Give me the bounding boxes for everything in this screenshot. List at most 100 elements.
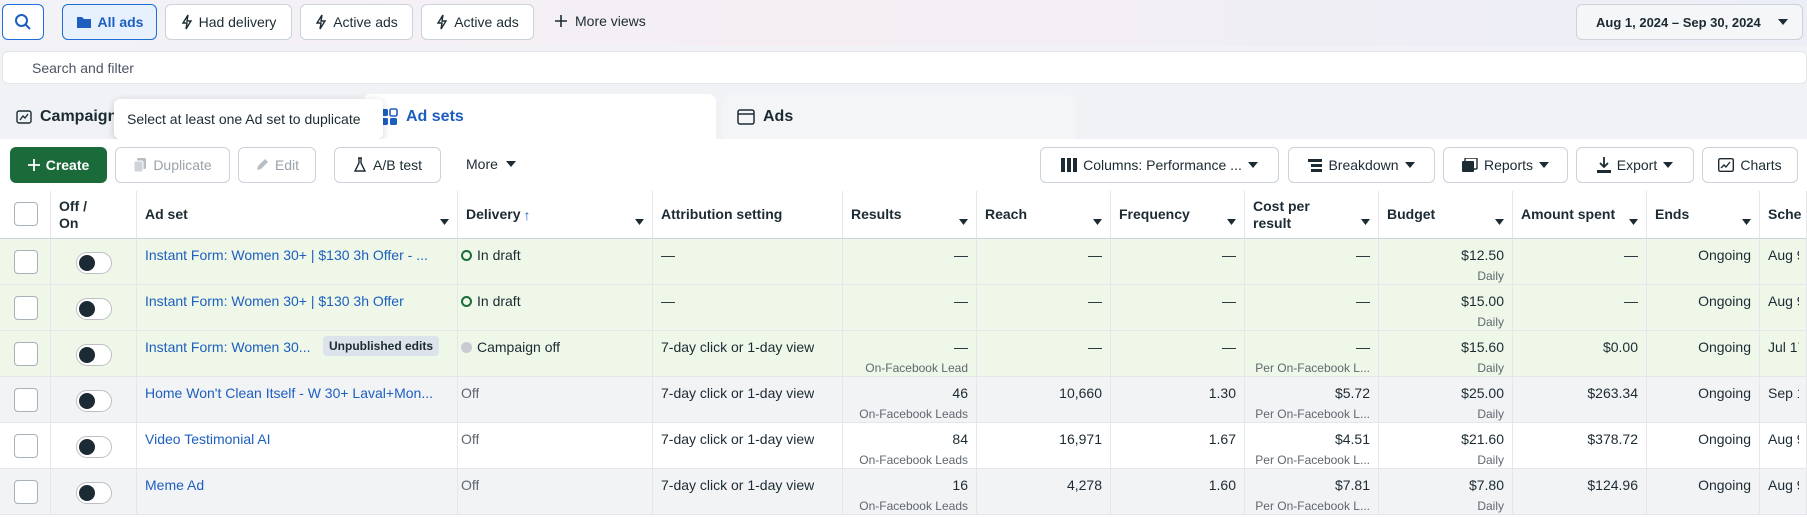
ad-set-name-link[interactable]: Instant Form: Women 30... [145, 339, 311, 355]
column-header-cost-per-result[interactable]: Cost per result [1245, 191, 1379, 239]
cell-subtext: On-Facebook Leads [859, 407, 968, 421]
column-header-ad-set[interactable]: Ad set [137, 191, 458, 239]
cell-subtext: Daily [1477, 361, 1504, 375]
cell-value: — [1088, 293, 1102, 309]
create-button[interactable]: Create [10, 147, 107, 183]
table-row[interactable] [0, 331, 1807, 377]
export-button[interactable]: Export [1576, 147, 1694, 183]
column-menu-caret-icon[interactable] [959, 212, 968, 228]
column-header-label: Delivery [466, 206, 521, 222]
row-checkbox[interactable] [14, 250, 38, 274]
on-off-toggle[interactable] [76, 482, 112, 504]
cell-results: — [843, 285, 977, 331]
cell-value: $263.34 [1587, 385, 1638, 401]
row-checkbox[interactable] [14, 388, 38, 412]
cell-results: — [843, 239, 977, 285]
table-row[interactable] [0, 469, 1807, 515]
search-filter-input[interactable]: Search and filter [2, 51, 1807, 84]
view-had-delivery[interactable]: Had delivery [165, 4, 292, 40]
cell-value: Ongoing [1698, 477, 1751, 493]
on-off-toggle[interactable] [76, 298, 112, 320]
column-header-attribution[interactable]: Attribution setting [653, 191, 843, 239]
lightning-icon [315, 14, 327, 30]
caret-down-icon [1539, 162, 1550, 168]
edit-button[interactable]: Edit [238, 147, 316, 183]
cell-value: $15.60 [1461, 339, 1504, 355]
tooltip-text: Select at least one Ad set to duplicate [127, 111, 361, 127]
duplicate-button[interactable]: Duplicate [115, 147, 230, 183]
caret-down-icon [1247, 162, 1258, 168]
cell-amount-spent: — [1513, 239, 1647, 285]
view-active-ads-2[interactable]: Active ads [421, 4, 534, 40]
column-header-delivery[interactable]: Delivery ↑ [458, 191, 653, 239]
on-off-toggle[interactable] [76, 344, 112, 366]
tab-ad-sets[interactable]: Ad sets [363, 94, 716, 139]
search-toggle-button[interactable] [2, 4, 44, 40]
row-checkbox[interactable] [14, 296, 38, 320]
select-all-checkbox[interactable] [14, 202, 38, 226]
reports-button[interactable]: Reports [1443, 147, 1568, 183]
cell-reach: — [977, 239, 1111, 285]
ad-set-name-link[interactable]: Video Testimonial AI [145, 431, 271, 447]
cell-delivery: In draft [458, 285, 653, 331]
on-off-toggle[interactable] [76, 390, 112, 412]
column-header-results[interactable]: Results [843, 191, 977, 239]
view-all-ads[interactable]: All ads [62, 4, 157, 40]
column-header-ends[interactable]: Ends [1647, 191, 1760, 239]
cell-cb [0, 377, 51, 423]
column-menu-caret-icon[interactable] [1093, 212, 1102, 228]
breakdown-button[interactable]: Breakdown [1288, 147, 1435, 183]
column-header-label: Ad set [145, 206, 188, 222]
ad-set-name-link[interactable]: Home Won't Clean Itself - W 30+ Laval+Mo… [145, 385, 433, 401]
cell-value: $4.51 [1334, 431, 1370, 447]
ad-set-name-link[interactable]: Meme Ad [145, 477, 205, 493]
cell-schedule: Aug 9 [1760, 469, 1807, 515]
sort-ascending-icon[interactable]: ↑ [523, 206, 531, 223]
cell-amount-spent: — [1513, 285, 1647, 331]
cell-attribution: 7-day click or 1-day view [653, 377, 843, 423]
column-header-budget[interactable]: Budget [1379, 191, 1513, 239]
row-checkbox[interactable] [14, 342, 38, 366]
column-header-reach[interactable]: Reach [977, 191, 1111, 239]
ad-set-name-link[interactable]: Instant Form: Women 30+ | $130 3h Offer … [145, 247, 428, 263]
row-checkbox[interactable] [14, 434, 38, 458]
cell-value: — [954, 247, 968, 263]
table-row[interactable] [0, 377, 1807, 423]
column-menu-caret-icon[interactable] [1495, 212, 1504, 228]
date-range-picker[interactable]: Aug 1, 2024 – Sep 30, 2024 [1576, 4, 1803, 40]
column-menu-caret-icon[interactable] [1227, 212, 1236, 228]
unpublished-edits-badge: Unpublished edits [323, 336, 440, 356]
column-menu-caret-icon[interactable] [1361, 212, 1370, 228]
column-header-amount-spent[interactable]: Amount spent [1513, 191, 1647, 239]
cell-amount-spent: $378.72 [1513, 423, 1647, 469]
tab-ads[interactable]: Ads [723, 95, 1076, 139]
more-views-button[interactable]: More views [555, 13, 646, 29]
cell-value: 1.67 [1208, 431, 1236, 447]
columns-button[interactable]: Columns: Performance ... [1040, 147, 1279, 183]
column-menu-caret-icon[interactable] [440, 212, 449, 228]
tab-campaigns[interactable]: Campaign [0, 95, 360, 139]
ad-set-name-link[interactable]: Instant Form: Women 30+ | $130 3h Offer [145, 293, 404, 309]
column-menu-caret-icon[interactable] [1629, 212, 1638, 228]
ads-frame-icon [737, 108, 755, 126]
table-row[interactable] [0, 239, 1807, 285]
column-header-frequency[interactable]: Frequency [1111, 191, 1245, 239]
view-active-ads-1[interactable]: Active ads [300, 4, 413, 40]
table-row[interactable] [0, 285, 1807, 331]
column-menu-caret-icon[interactable] [1742, 212, 1751, 228]
column-header-schedule[interactable]: Sche [1760, 191, 1807, 239]
ab-test-button[interactable]: A/B test [334, 147, 441, 183]
more-actions-button[interactable]: More [466, 156, 516, 172]
reports-icon [1461, 158, 1478, 172]
charts-button[interactable]: Charts [1702, 147, 1798, 183]
pencil-icon [255, 158, 269, 172]
on-off-toggle[interactable] [76, 252, 112, 274]
column-menu-caret-icon[interactable] [635, 212, 644, 228]
delivery-label: In draft [477, 247, 521, 263]
table-row[interactable] [0, 423, 1807, 469]
cell-value: $124.96 [1587, 477, 1638, 493]
row-checkbox[interactable] [14, 480, 38, 504]
charts-label: Charts [1740, 157, 1782, 173]
column-header-off-on[interactable]: Off / On [51, 191, 137, 239]
on-off-toggle[interactable] [76, 436, 112, 458]
